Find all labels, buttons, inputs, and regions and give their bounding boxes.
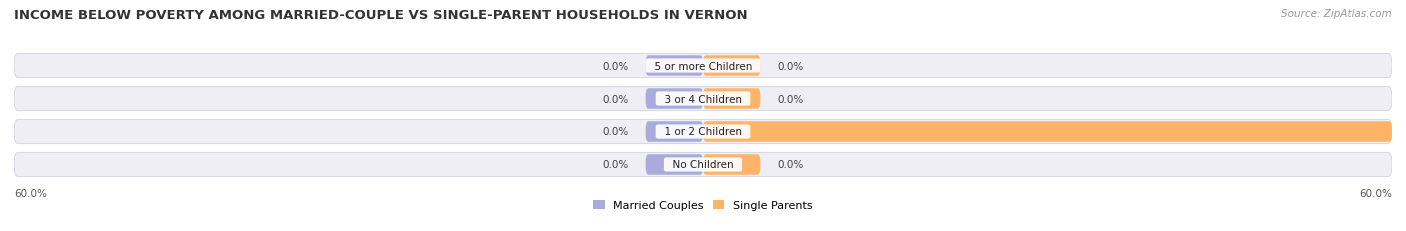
FancyBboxPatch shape bbox=[14, 54, 1392, 78]
Text: 0.0%: 0.0% bbox=[778, 160, 804, 170]
Text: 3 or 4 Children: 3 or 4 Children bbox=[658, 94, 748, 104]
Text: 0.0%: 0.0% bbox=[602, 61, 628, 71]
Text: 1 or 2 Children: 1 or 2 Children bbox=[658, 127, 748, 137]
FancyBboxPatch shape bbox=[703, 155, 761, 175]
Text: 60.0%: 60.0% bbox=[1360, 188, 1392, 198]
Text: No Children: No Children bbox=[666, 160, 740, 170]
FancyBboxPatch shape bbox=[14, 153, 1392, 177]
Text: 0.0%: 0.0% bbox=[778, 94, 804, 104]
FancyBboxPatch shape bbox=[645, 89, 703, 109]
FancyBboxPatch shape bbox=[645, 56, 703, 76]
Text: 0.0%: 0.0% bbox=[778, 61, 804, 71]
FancyBboxPatch shape bbox=[703, 56, 761, 76]
Text: 0.0%: 0.0% bbox=[602, 94, 628, 104]
FancyBboxPatch shape bbox=[703, 122, 1392, 142]
Text: 0.0%: 0.0% bbox=[602, 127, 628, 137]
Text: Source: ZipAtlas.com: Source: ZipAtlas.com bbox=[1281, 9, 1392, 19]
Legend: Married Couples, Single Parents: Married Couples, Single Parents bbox=[593, 200, 813, 210]
FancyBboxPatch shape bbox=[14, 120, 1392, 144]
Text: 60.0%: 60.0% bbox=[14, 188, 46, 198]
FancyBboxPatch shape bbox=[645, 122, 703, 142]
FancyBboxPatch shape bbox=[645, 155, 703, 175]
Text: INCOME BELOW POVERTY AMONG MARRIED-COUPLE VS SINGLE-PARENT HOUSEHOLDS IN VERNON: INCOME BELOW POVERTY AMONG MARRIED-COUPL… bbox=[14, 9, 748, 22]
Text: 5 or more Children: 5 or more Children bbox=[648, 61, 758, 71]
FancyBboxPatch shape bbox=[703, 89, 761, 109]
Text: 0.0%: 0.0% bbox=[602, 160, 628, 170]
FancyBboxPatch shape bbox=[14, 87, 1392, 111]
